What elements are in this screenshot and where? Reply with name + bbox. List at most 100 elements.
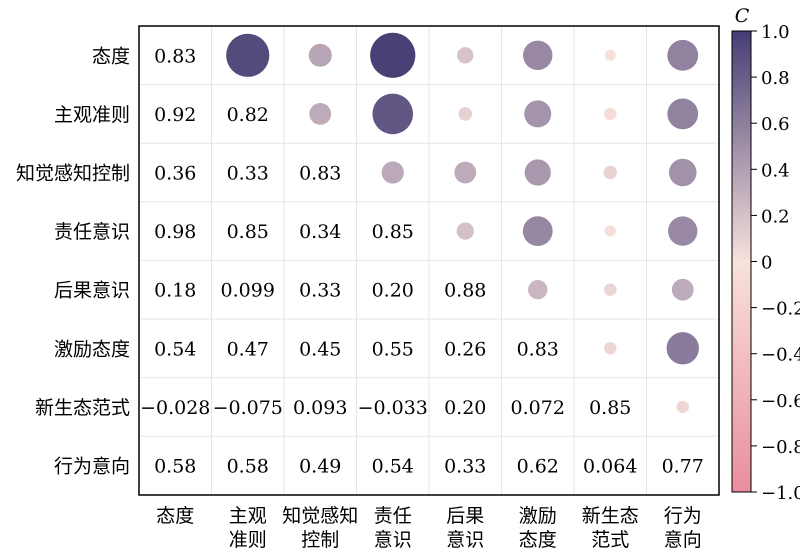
correlation-circle — [668, 216, 698, 246]
correlation-circle — [528, 280, 548, 300]
colorbar-tick-label: −1.0 — [761, 483, 800, 504]
correlation-circle — [458, 107, 473, 121]
correlation-circle — [603, 165, 617, 180]
correlation-circle — [523, 40, 553, 70]
correlation-value: −0.033 — [358, 397, 428, 419]
correlation-value: 0.58 — [227, 456, 269, 478]
grid-lines — [139, 26, 719, 495]
correlation-circle — [524, 159, 551, 186]
correlation-value: 0.18 — [154, 280, 196, 302]
row-label: 后果意识 — [54, 280, 130, 302]
correlation-value: 0.55 — [372, 338, 414, 360]
correlation-circle — [457, 47, 474, 64]
correlation-circle — [454, 161, 477, 184]
colorbar-tick-label: 1.0 — [761, 22, 790, 43]
correlation-circle — [524, 100, 552, 128]
correlation-value: 0.77 — [662, 456, 704, 478]
correlation-value: 0.093 — [293, 397, 347, 419]
correlation-circle — [603, 283, 617, 297]
correlation-value: 0.36 — [154, 163, 196, 185]
correlation-value: 0.58 — [154, 456, 196, 478]
colorbar-tick-label: −0.6 — [761, 391, 800, 412]
correlation-circle — [372, 93, 414, 135]
correlation-value: 0.83 — [299, 163, 341, 185]
correlation-value: 0.34 — [299, 221, 341, 243]
colorbar-tick-label: 0 — [761, 253, 772, 274]
column-label: 意识 — [446, 529, 484, 551]
correlation-value: 0.83 — [154, 45, 196, 67]
row-label: 主观准则 — [54, 104, 130, 126]
colorbar-tick-label: −0.8 — [761, 437, 800, 458]
correlation-value: 0.20 — [372, 280, 414, 302]
colorbar-tick-label: −0.2 — [761, 299, 800, 320]
correlation-values: 0.83 0.92 0.82 0.36 0.33 0.83 0.98 0.85 0.34 0.85… — [140, 45, 704, 477]
column-label: 知觉感知 — [282, 505, 358, 527]
column-label: 控制 — [301, 529, 339, 551]
correlation-value: 0.88 — [444, 280, 486, 302]
row-label: 新生态范式 — [35, 397, 130, 419]
correlation-circle — [226, 33, 270, 77]
colorbar-tick-label: 0.6 — [761, 114, 790, 135]
correlation-circle — [522, 216, 553, 247]
row-label: 知觉感知控制 — [16, 163, 130, 185]
row-label: 激励态度 — [54, 338, 130, 360]
row-label: 行为意向 — [54, 456, 130, 478]
correlation-value: 0.85 — [589, 397, 631, 419]
correlation-circle — [667, 98, 699, 130]
correlation-value: 0.072 — [511, 397, 565, 419]
correlation-circle — [668, 158, 697, 187]
colorbar-gradient — [731, 30, 752, 493]
correlation-circle — [666, 332, 699, 365]
correlation-value: 0.62 — [517, 456, 559, 478]
column-label: 准则 — [229, 529, 267, 551]
column-label: 意识 — [374, 529, 412, 551]
correlation-circle — [381, 161, 404, 184]
correlation-value: 0.33 — [299, 280, 341, 302]
column-label: 激励 — [519, 505, 557, 527]
column-label: 行为 — [664, 505, 702, 527]
plot-frame — [138, 25, 720, 496]
column-label: 态度 — [156, 505, 194, 527]
correlation-value: 0.85 — [372, 221, 414, 243]
correlation-value: −0.028 — [140, 397, 210, 419]
correlation-circle — [456, 222, 474, 240]
correlation-value: 0.33 — [227, 163, 269, 185]
correlation-value: 0.099 — [221, 280, 275, 302]
correlation-circles — [226, 32, 699, 414]
correlation-circle — [671, 278, 694, 301]
correlation-value: −0.075 — [213, 397, 283, 419]
correlation-circle — [667, 39, 699, 71]
column-label: 意向 — [664, 529, 702, 551]
correlation-value: 0.83 — [517, 338, 559, 360]
correlation-circle — [604, 49, 616, 61]
correlation-value: 0.49 — [299, 456, 341, 478]
correlation-value: 0.85 — [227, 221, 269, 243]
column-label: 后果 — [446, 505, 484, 527]
row-label: 责任意识 — [54, 221, 130, 243]
correlation-value: 0.20 — [444, 397, 486, 419]
column-label: 范式 — [591, 529, 629, 551]
correlation-value: 0.82 — [227, 104, 269, 126]
colorbar-tick-label: 0.8 — [761, 68, 790, 89]
correlation-value: 0.45 — [299, 338, 341, 360]
correlation-circle — [370, 32, 416, 78]
correlation-value: 0.98 — [154, 221, 196, 243]
correlation-value: 0.54 — [372, 456, 414, 478]
colorbar: 1.0 0.8 0.6 0.4 0.2 0 −0.2 −0.4 −0.6 −0.8 −1.0 C — [731, 5, 800, 504]
correlation-value: 0.26 — [444, 338, 486, 360]
correlation-value: 0.47 — [227, 338, 269, 360]
correlation-value: 0.54 — [154, 338, 196, 360]
row-label: 态度 — [92, 45, 130, 67]
colorbar-tick-label: −0.4 — [761, 345, 800, 366]
column-label: 责任 — [374, 505, 412, 527]
correlation-value: 0.064 — [583, 456, 637, 478]
correlation-circle — [603, 107, 617, 121]
correlation-circle — [604, 342, 617, 355]
correlation-value: 0.92 — [154, 104, 196, 126]
correlation-circle — [604, 225, 616, 237]
correlation-circle — [308, 43, 332, 67]
correlation-circle — [676, 400, 689, 414]
column-label: 主观 — [229, 505, 267, 527]
